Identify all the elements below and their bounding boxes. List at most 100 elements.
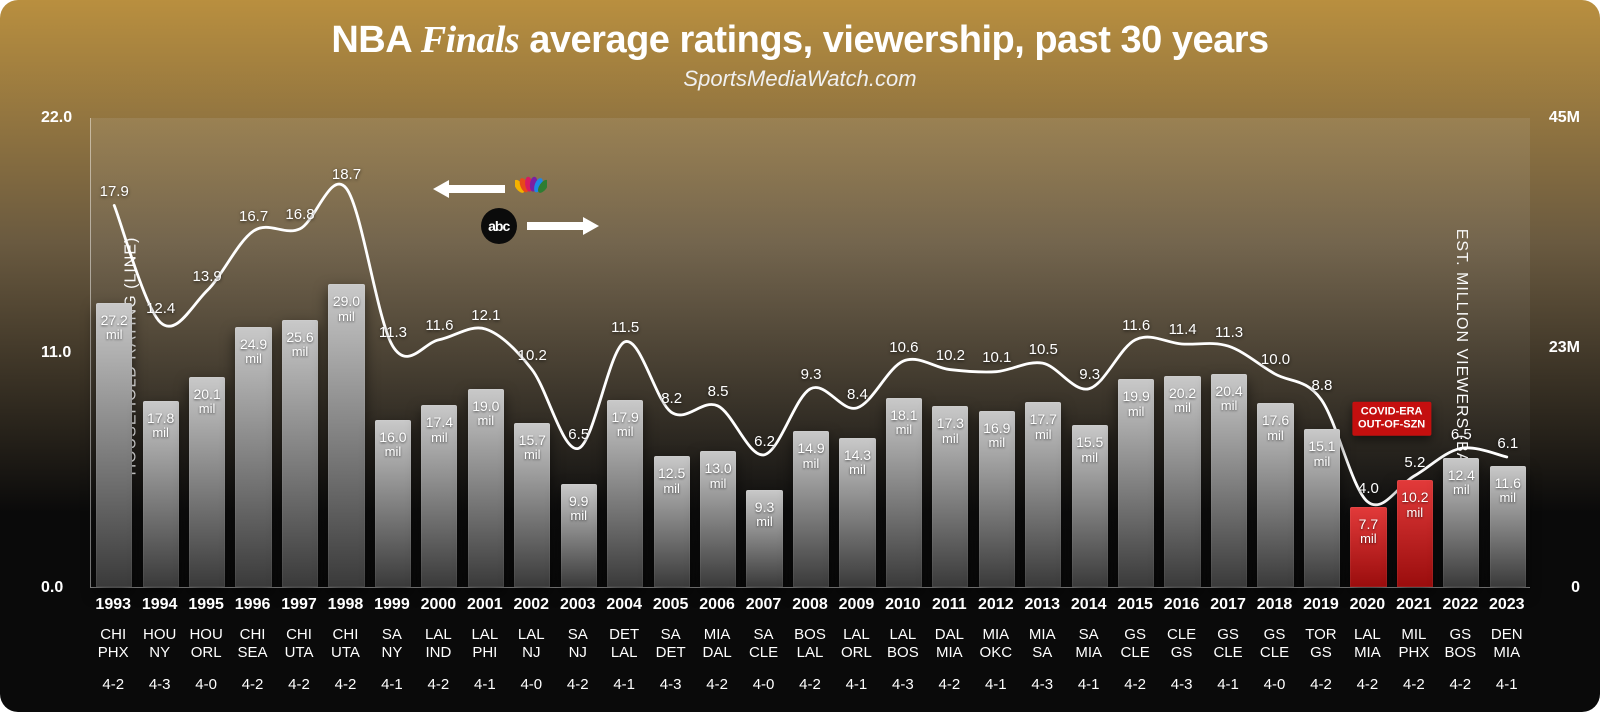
x-series-result: 4-1 bbox=[462, 676, 508, 693]
viewers-bar: 13.0mil bbox=[700, 451, 736, 587]
x-year: 2020 bbox=[1344, 596, 1390, 614]
x-series-result: 4-2 bbox=[1344, 676, 1390, 693]
x-axis-column: 1998CHIUTA4-2 bbox=[322, 596, 368, 693]
x-series-result: 4-2 bbox=[1298, 676, 1344, 693]
x-axis-column: 2002LALNJ4-0 bbox=[508, 596, 554, 693]
x-year: 1994 bbox=[136, 596, 182, 614]
viewers-bar: 9.9mil bbox=[561, 484, 597, 587]
x-year: 2014 bbox=[1065, 596, 1111, 614]
rating-line-label: 11.3 bbox=[379, 324, 407, 341]
viewers-bar-label: 9.9mil bbox=[561, 494, 597, 524]
y-tick-right: 45M bbox=[1549, 109, 1580, 127]
x-matchup: GSCLE bbox=[1251, 626, 1297, 662]
viewers-bar: 25.6mil bbox=[282, 320, 318, 587]
x-axis-column: 2014SAMIA4-1 bbox=[1065, 596, 1111, 693]
viewers-bar: 16.9mil bbox=[979, 411, 1015, 588]
x-axis-column: 2005SADET4-3 bbox=[647, 596, 693, 693]
x-matchup: MIASA bbox=[1019, 626, 1065, 662]
chart-container: NBA Finals average ratings, viewership, … bbox=[0, 0, 1600, 712]
rating-line-label: 12.4 bbox=[146, 300, 175, 317]
x-axis-column: 2020LALMIA4-2 bbox=[1344, 596, 1390, 693]
viewers-bar: 14.3mil bbox=[839, 438, 875, 587]
title-prefix: NBA bbox=[331, 19, 420, 61]
viewers-bar-label: 17.7mil bbox=[1025, 412, 1061, 442]
x-year: 2006 bbox=[694, 596, 740, 614]
viewers-bar-label: 16.9mil bbox=[979, 421, 1015, 451]
rating-line-label: 8.2 bbox=[661, 390, 682, 407]
x-series-result: 4-3 bbox=[136, 676, 182, 693]
rating-line-label: 13.9 bbox=[193, 268, 222, 285]
x-year: 2010 bbox=[880, 596, 926, 614]
x-matchup: BOSLAL bbox=[787, 626, 833, 662]
x-year: 1996 bbox=[229, 596, 275, 614]
rating-line-label: 16.8 bbox=[285, 206, 314, 223]
viewers-bar-label: 15.7mil bbox=[514, 433, 550, 463]
x-series-result: 4-2 bbox=[415, 676, 461, 693]
x-matchup: GSCLE bbox=[1112, 626, 1158, 662]
x-year: 2000 bbox=[415, 596, 461, 614]
viewers-bar: 20.4mil bbox=[1211, 374, 1247, 587]
viewers-bar: 17.7mil bbox=[1025, 402, 1061, 587]
x-axis-column: 2003SANJ4-2 bbox=[555, 596, 601, 693]
x-axis-column: 2012MIAOKC4-1 bbox=[973, 596, 1019, 693]
rating-line-label: 6.2 bbox=[754, 433, 775, 450]
rating-line-label: 10.5 bbox=[1029, 341, 1058, 358]
x-series-result: 4-2 bbox=[1391, 676, 1437, 693]
x-year: 2011 bbox=[926, 596, 972, 614]
viewers-bar: 27.2mil bbox=[96, 303, 132, 587]
x-year: 1997 bbox=[276, 596, 322, 614]
x-axis-column: 2021MILPHX4-2 bbox=[1391, 596, 1437, 693]
title-suffix: average ratings, viewership, past 30 yea… bbox=[519, 19, 1268, 61]
viewers-bar: 10.2mil bbox=[1397, 480, 1433, 587]
x-axis-labels: 1993CHIPHX4-21994HOUNY4-31995HOUORL4-019… bbox=[90, 592, 1530, 712]
viewers-bar-label: 17.6mil bbox=[1257, 413, 1293, 443]
x-series-result: 4-2 bbox=[926, 676, 972, 693]
viewers-bar-label: 18.1mil bbox=[886, 408, 922, 438]
x-matchup: CHIUTA bbox=[322, 626, 368, 662]
rating-line-label: 16.7 bbox=[239, 208, 268, 225]
viewers-bar-label: 9.3mil bbox=[746, 500, 782, 530]
x-series-result: 4-2 bbox=[229, 676, 275, 693]
x-axis-column: 2022GSBOS4-2 bbox=[1437, 596, 1483, 693]
rating-line-label: 6.1 bbox=[1497, 435, 1518, 452]
viewers-bar: 17.3mil bbox=[932, 406, 968, 587]
x-series-result: 4-1 bbox=[369, 676, 415, 693]
viewers-bar-label: 17.3mil bbox=[932, 416, 968, 446]
viewers-bar-label: 7.7mil bbox=[1350, 517, 1386, 547]
x-matchup: SACLE bbox=[740, 626, 786, 662]
x-year: 2016 bbox=[1158, 596, 1204, 614]
rating-line-label: 5.2 bbox=[1404, 454, 1425, 471]
x-year: 2013 bbox=[1019, 596, 1065, 614]
viewers-bar-label: 27.2mil bbox=[96, 313, 132, 343]
viewers-bar: 29.0mil bbox=[328, 284, 364, 587]
x-year: 2007 bbox=[740, 596, 786, 614]
x-series-result: 4-3 bbox=[1019, 676, 1065, 693]
x-series-result: 4-1 bbox=[973, 676, 1019, 693]
rating-line-label: 18.7 bbox=[332, 166, 361, 183]
x-axis-column: 2015GSCLE4-2 bbox=[1112, 596, 1158, 693]
x-series-result: 4-1 bbox=[833, 676, 879, 693]
x-series-result: 4-2 bbox=[555, 676, 601, 693]
x-matchup: SANJ bbox=[555, 626, 601, 662]
viewers-bar: 18.1mil bbox=[886, 398, 922, 587]
x-matchup: DENMIA bbox=[1484, 626, 1530, 662]
rating-line-label: 8.8 bbox=[1312, 377, 1333, 394]
viewers-bar-label: 13.0mil bbox=[700, 461, 736, 491]
x-matchup: LALBOS bbox=[880, 626, 926, 662]
viewers-bar: 17.8mil bbox=[143, 401, 179, 587]
viewers-bar: 12.4mil bbox=[1443, 458, 1479, 588]
x-series-result: 4-0 bbox=[1251, 676, 1297, 693]
rating-line-label: 12.1 bbox=[471, 307, 500, 324]
x-year: 1999 bbox=[369, 596, 415, 614]
x-series-result: 4-0 bbox=[740, 676, 786, 693]
x-axis-column: 2023DENMIA4-1 bbox=[1484, 596, 1530, 693]
x-year: 2004 bbox=[601, 596, 647, 614]
viewers-bar: 20.1mil bbox=[189, 377, 225, 587]
x-matchup: HOUNY bbox=[136, 626, 182, 662]
x-series-result: 4-0 bbox=[508, 676, 554, 693]
x-year: 2021 bbox=[1391, 596, 1437, 614]
plot-area: 0.011.022.0023M45M27.2mil17.8mil20.1mil2… bbox=[90, 118, 1530, 588]
rating-line-label: 9.3 bbox=[801, 366, 822, 383]
viewers-bar-label: 11.6mil bbox=[1490, 476, 1526, 506]
viewers-bar-label: 25.6mil bbox=[282, 330, 318, 360]
